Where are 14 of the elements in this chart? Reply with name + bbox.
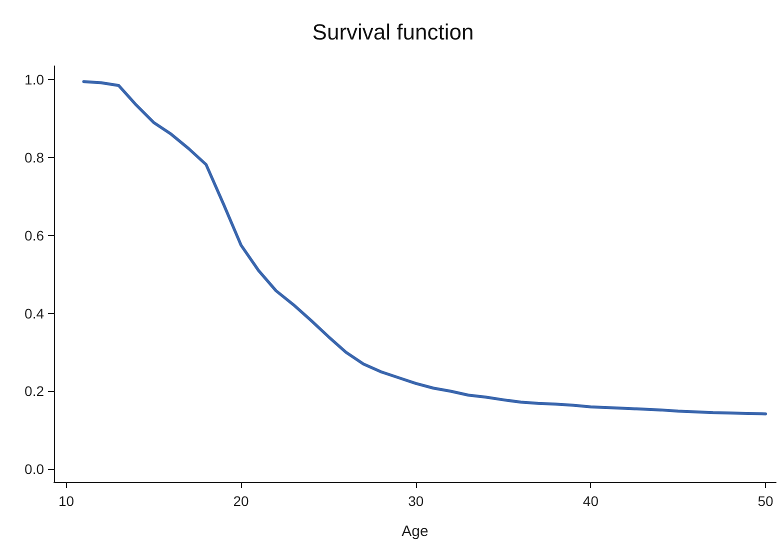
y-tick-label: 0.0: [24, 461, 44, 478]
x-tick-label: 50: [758, 493, 774, 509]
line-series: [82, 80, 768, 416]
x-tick-label: 10: [58, 493, 74, 509]
y-tick-label: 0.6: [24, 227, 44, 244]
x-tick-label: 30: [408, 493, 424, 509]
x-tick-label: 20: [233, 493, 250, 509]
y-tick-label: 0.2: [24, 383, 44, 400]
y-tick-label: 0.4: [24, 305, 44, 322]
x-tick-label: 40: [582, 493, 599, 509]
chart-title: Survival function: [312, 20, 474, 44]
y-tick-label: 1.0: [24, 72, 44, 88]
y-tick-label: 0.8: [24, 150, 44, 166]
x-axis-title: Age: [402, 523, 428, 540]
